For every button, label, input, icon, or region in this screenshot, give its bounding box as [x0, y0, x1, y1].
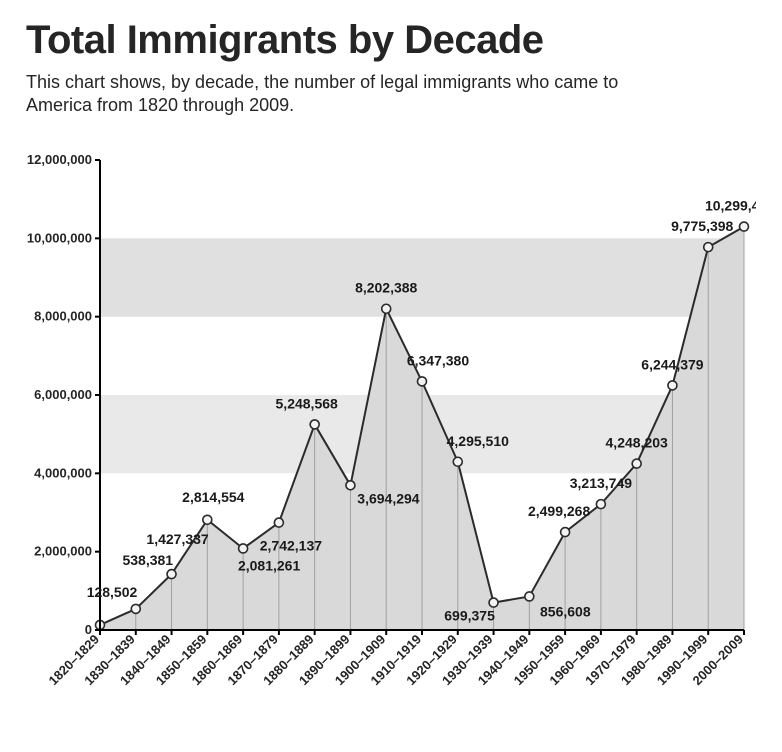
data-marker — [346, 481, 355, 490]
data-marker — [704, 243, 713, 252]
data-label: 699,375 — [444, 608, 495, 624]
data-label: 4,295,510 — [447, 433, 509, 449]
y-axis-label: 6,000,000 — [34, 387, 92, 402]
data-label: 2,499,268 — [528, 503, 590, 519]
data-label: 10,299,430 — [705, 198, 756, 214]
data-label: 6,347,380 — [407, 352, 469, 368]
y-axis-label: 10,000,000 — [27, 230, 92, 245]
data-marker — [740, 222, 749, 231]
page-title: Total Immigrants by Decade — [26, 18, 756, 63]
data-marker — [310, 420, 319, 429]
data-marker — [453, 457, 462, 466]
data-marker — [596, 500, 605, 509]
chart-container: 02,000,0004,000,0006,000,0008,000,00010,… — [26, 146, 756, 718]
data-label: 128,502 — [87, 584, 138, 600]
data-label: 1,427,337 — [146, 531, 208, 547]
y-axis-label: 2,000,000 — [34, 544, 92, 559]
data-marker — [274, 518, 283, 527]
page-subtitle: This chart shows, by decade, the number … — [26, 71, 686, 116]
data-label: 538,381 — [122, 552, 173, 568]
data-label: 6,244,379 — [641, 356, 703, 372]
data-marker — [668, 381, 677, 390]
data-label: 2,814,554 — [182, 489, 244, 505]
data-label: 3,213,749 — [570, 475, 632, 491]
data-label: 5,248,568 — [276, 395, 338, 411]
y-axis-label: 8,000,000 — [34, 309, 92, 324]
data-marker — [489, 598, 498, 607]
y-axis-label: 4,000,000 — [34, 465, 92, 480]
data-marker — [632, 459, 641, 468]
data-label: 4,248,203 — [606, 435, 668, 451]
data-marker — [203, 515, 212, 524]
data-marker — [239, 544, 248, 553]
data-label: 2,081,261 — [238, 557, 300, 573]
chart-band — [100, 238, 744, 316]
data-label: 856,608 — [540, 603, 591, 619]
data-marker — [167, 570, 176, 579]
data-label: 8,202,388 — [355, 280, 417, 296]
data-marker — [525, 592, 534, 601]
data-marker — [418, 377, 427, 386]
data-marker — [131, 604, 140, 613]
data-marker — [382, 304, 391, 313]
data-marker — [561, 528, 570, 537]
data-label: 9,775,398 — [671, 218, 733, 234]
data-label: 2,742,137 — [260, 538, 322, 554]
immigrants-chart: 02,000,0004,000,0006,000,0008,000,00010,… — [26, 146, 756, 718]
data-label: 3,694,294 — [357, 490, 419, 506]
y-axis-label: 12,000,000 — [27, 152, 92, 167]
